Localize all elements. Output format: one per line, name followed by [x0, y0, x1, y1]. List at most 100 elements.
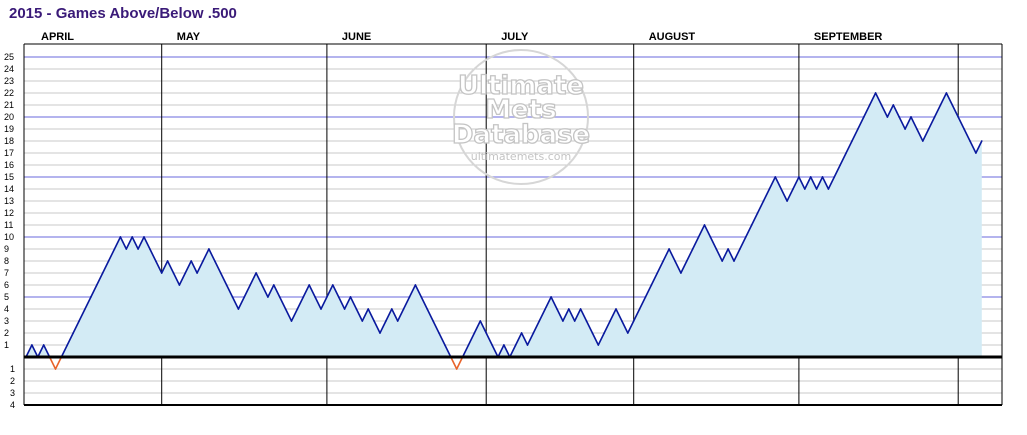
series-segment	[302, 284, 311, 298]
y-tick-label: 12	[4, 208, 14, 218]
watermark-line2: Mets	[485, 95, 556, 125]
series-segment	[125, 236, 133, 250]
series-segment	[78, 308, 86, 322]
series-segment	[975, 140, 983, 154]
series-segment	[243, 284, 251, 298]
y-tick-label: 3	[10, 388, 15, 398]
series-segment	[491, 344, 499, 358]
y-tick-label: 13	[4, 196, 14, 206]
series-segment	[573, 308, 582, 322]
series-segment	[798, 176, 806, 190]
series-segment	[90, 284, 98, 298]
series-segment	[290, 308, 299, 322]
y-tick-label: 10	[4, 232, 14, 242]
series-segment	[886, 104, 895, 118]
series-segment	[385, 308, 393, 322]
y-tick-label: 4	[10, 400, 15, 410]
series-segment	[697, 224, 706, 238]
series-segment	[762, 188, 771, 202]
series-segment	[231, 296, 240, 310]
series-segment	[904, 116, 912, 130]
series-segment	[562, 308, 570, 322]
series-segment	[733, 248, 741, 262]
series-segment	[190, 260, 198, 274]
series-segment	[951, 104, 960, 118]
y-tick-label: 15	[4, 172, 14, 182]
series-segment	[609, 308, 617, 322]
series-segment	[455, 356, 464, 370]
series-segment	[432, 320, 440, 334]
y-tick-label: 5	[4, 292, 9, 302]
series-segment	[674, 260, 682, 274]
series-segment	[296, 296, 305, 310]
series-segment	[680, 260, 688, 274]
series-segment	[444, 344, 452, 358]
series-segment	[744, 224, 753, 238]
series-segment	[685, 248, 694, 262]
series-segment	[361, 308, 370, 322]
series-segment	[107, 248, 116, 262]
series-segment	[780, 188, 788, 202]
y-tick-label: 22	[4, 88, 14, 98]
series-segment	[851, 128, 859, 142]
y-tick-label: 9	[4, 244, 9, 254]
series-segment	[113, 236, 122, 250]
series-segment	[916, 128, 924, 142]
series-segment	[845, 140, 853, 154]
series-segment	[910, 116, 918, 130]
y-tick-label: 17	[4, 148, 14, 158]
series-segment	[939, 92, 948, 106]
month-layer: APRIL MAY JUNE JULY AUGUST SEPTEMBER	[41, 31, 882, 43]
series-segment	[284, 308, 293, 322]
series-segment	[414, 284, 423, 298]
series-segment	[768, 176, 777, 190]
series-segment	[396, 308, 405, 322]
y-tick-label: 1	[10, 364, 15, 374]
series-segment	[497, 344, 505, 358]
series-segment	[579, 308, 588, 322]
chart-title: 2015 - Games Above/Below .500	[9, 5, 237, 22]
series-segment	[532, 320, 541, 334]
area-fill	[26, 93, 982, 357]
series-segment	[644, 284, 653, 298]
y-tick-label: 1	[4, 340, 9, 350]
series-segment	[727, 248, 735, 262]
series-segment	[927, 116, 936, 130]
series-segment	[461, 344, 470, 358]
y-tick-label: 7	[4, 268, 9, 278]
series-segment	[60, 344, 69, 358]
line-layer	[25, 92, 983, 370]
series-segment	[343, 296, 352, 310]
axis-layer: 1234567891011121314151617181920212223242…	[4, 43, 1003, 410]
series-segment	[473, 320, 482, 334]
series-segment	[508, 344, 517, 358]
series-segment	[668, 248, 676, 262]
month-label: APRIL	[41, 31, 74, 43]
y-tick-label: 14	[4, 184, 14, 194]
series-segment	[597, 332, 606, 346]
series-segment	[426, 308, 434, 322]
series-segment	[214, 260, 222, 274]
series-segment	[72, 320, 80, 334]
series-segment	[402, 296, 411, 310]
series-segment	[337, 296, 346, 310]
series-segment	[703, 224, 712, 238]
series-segment	[503, 344, 511, 358]
series-segment	[249, 272, 257, 286]
series-segment	[662, 248, 670, 262]
series-segment	[119, 236, 128, 250]
series-segment	[709, 236, 718, 250]
series-segment	[101, 260, 110, 274]
series-segment	[267, 284, 275, 298]
month-label: MAY	[177, 31, 201, 43]
y-tick-label: 25	[4, 52, 14, 62]
series-segment	[892, 104, 901, 118]
series-segment	[367, 308, 375, 322]
series-segment	[921, 128, 930, 142]
series-segment	[48, 356, 57, 370]
month-label: JULY	[501, 31, 529, 43]
series-segment	[420, 296, 429, 310]
series-segment	[857, 116, 865, 130]
y-tick-label: 4	[4, 304, 9, 314]
